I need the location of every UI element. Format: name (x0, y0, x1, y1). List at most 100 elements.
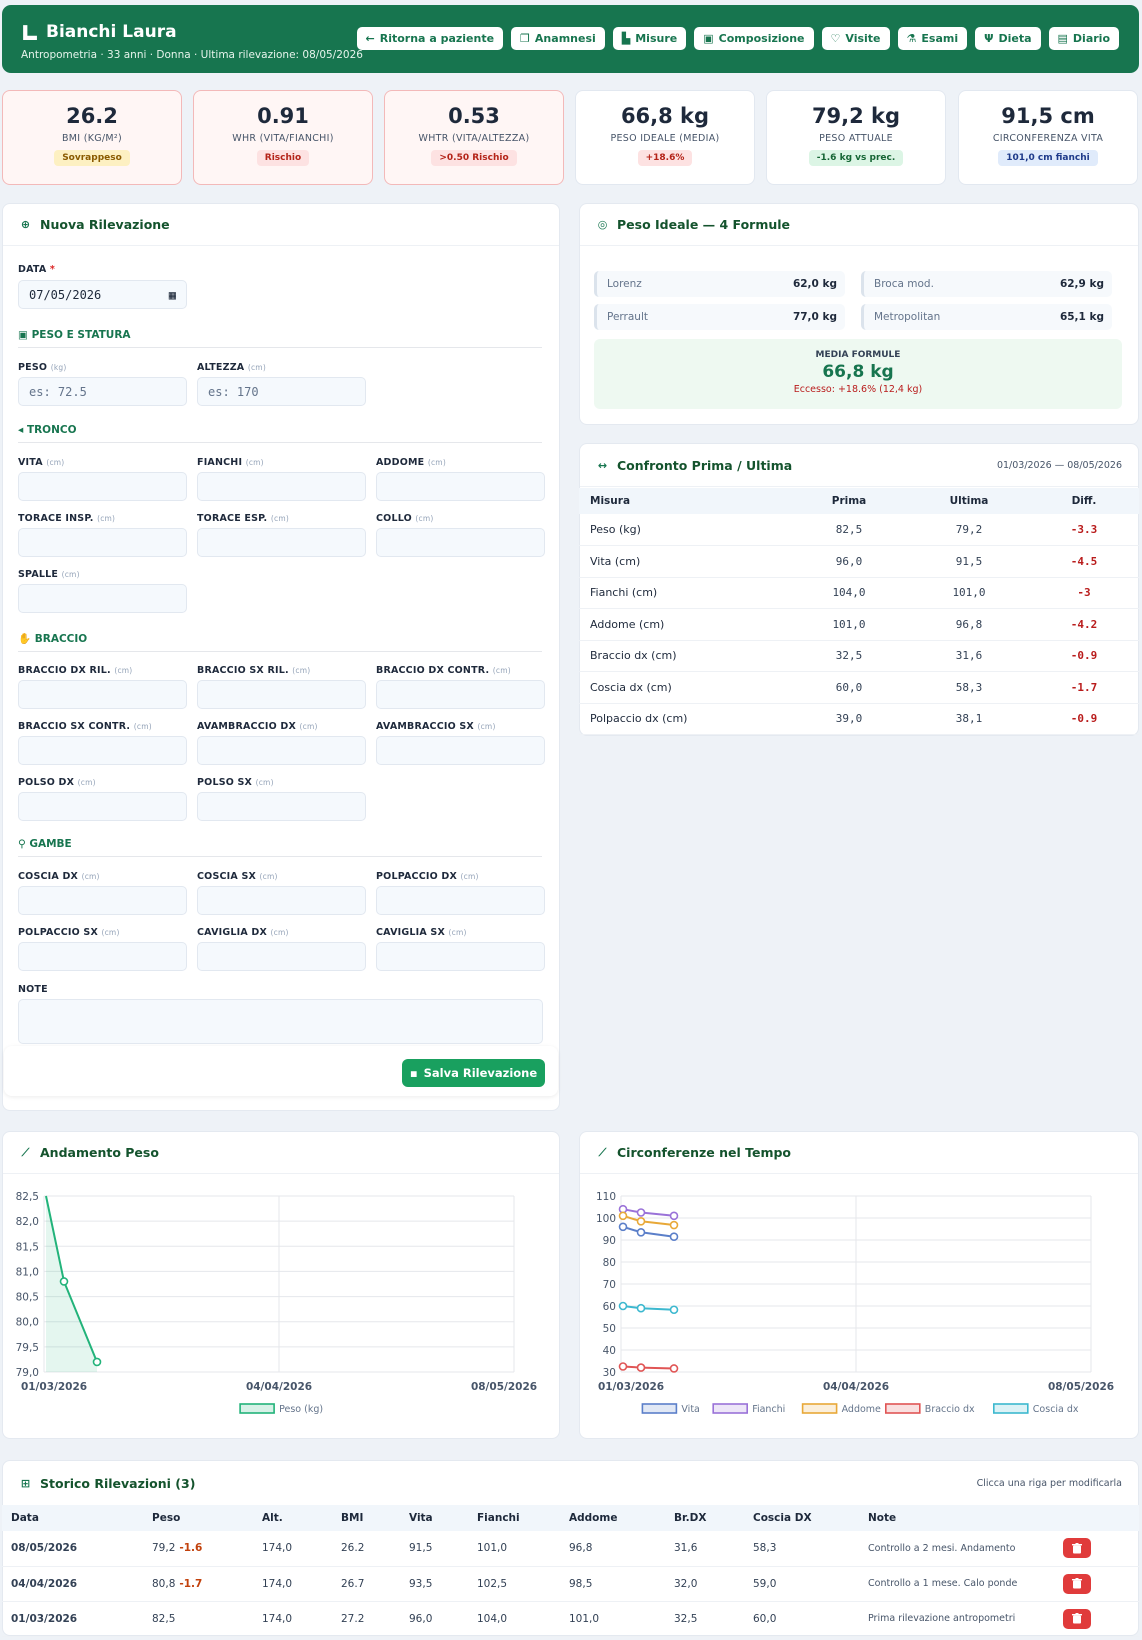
legend-label[interactable]: Vita (681, 1404, 699, 1415)
data-point[interactable] (636, 1208, 646, 1217)
legend-label[interactable]: Braccio dx (925, 1404, 975, 1415)
tronco-label: VITA (cm) (18, 457, 65, 468)
gambe-label: CAVIGLIA SX (cm) (376, 927, 467, 938)
save-measurement-button[interactable]: ▪ Salva Rilevazione (402, 1059, 545, 1087)
trash-icon (1072, 1542, 1082, 1554)
legend-label[interactable]: Addome (842, 1404, 881, 1415)
legend-label[interactable]: Peso (kg) (279, 1404, 323, 1415)
tronco-input[interactable] (18, 528, 187, 557)
legend-label[interactable]: Coscia dx (1033, 1404, 1079, 1415)
braccio-input[interactable] (376, 680, 545, 709)
status-badge: Rischio (256, 150, 310, 166)
data-point[interactable] (636, 1303, 646, 1313)
esami-button[interactable]: ⚗ Esami (897, 27, 968, 50)
composizione-button[interactable]: ▣ Composizione (694, 27, 814, 50)
book-icon: ▤ (1057, 32, 1068, 45)
gambe-input[interactable] (18, 942, 187, 971)
note-textarea[interactable] (18, 999, 543, 1044)
braccio-input[interactable] (18, 736, 187, 765)
formula-broca: Broca mod. 62,9 kg (861, 271, 1112, 297)
status-badge: +18.6% (637, 150, 693, 166)
dieta-button[interactable]: Ψ Dieta (975, 27, 1041, 50)
braccio-input[interactable] (376, 736, 545, 765)
data-point[interactable] (618, 1301, 628, 1311)
tronco-input[interactable] (18, 584, 187, 613)
y-tick-label: 79,5 (16, 1342, 39, 1354)
anamnesi-button[interactable]: ❐ Anamnesi (511, 27, 605, 50)
visite-button[interactable]: ♡ Visite (821, 27, 890, 50)
date-input[interactable]: 07/05/2026 ▦ (18, 280, 187, 309)
tronco-input[interactable] (197, 528, 366, 557)
data-point[interactable] (618, 1362, 628, 1371)
walking-icon: ⚲ (18, 838, 26, 850)
table-row: Fianchi (cm) 104,0 101,0 -3 (579, 577, 1139, 609)
legend-swatch (992, 1403, 1029, 1414)
calendar-icon[interactable]: ▦ (168, 288, 176, 302)
braccio-input[interactable] (197, 792, 366, 821)
y-tick-label: 70 (603, 1279, 616, 1291)
card-title: Storico Rilevazioni (3) (40, 1475, 196, 1491)
tronco-input[interactable] (376, 528, 545, 557)
diario-button[interactable]: ▤ Diario (1048, 27, 1119, 50)
legend-label[interactable]: Fianchi (752, 1404, 785, 1415)
y-tick-label: 80,0 (16, 1317, 39, 1329)
data-point[interactable] (92, 1357, 102, 1367)
data-point[interactable] (636, 1227, 646, 1237)
legend-swatch (884, 1403, 921, 1414)
series-area (46, 1196, 97, 1372)
weight-input[interactable]: es: 72.5 (18, 377, 187, 406)
braccio-label: POLSO DX (cm) (18, 777, 96, 788)
delete-row-button[interactable] (1063, 1608, 1091, 1629)
gambe-input[interactable] (197, 886, 366, 915)
gambe-input[interactable] (376, 886, 545, 915)
gambe-input[interactable] (197, 942, 366, 971)
misure-button[interactable]: ▙ Misure (612, 27, 687, 50)
tronco-input[interactable] (376, 472, 545, 501)
table-row: Peso (kg) 82,5 79,2 -3.3 (579, 514, 1139, 546)
series-line (622, 1225, 675, 1238)
trash-icon (1072, 1613, 1082, 1624)
braccio-input[interactable] (197, 736, 366, 765)
data-point[interactable] (669, 1220, 679, 1230)
delete-row-button[interactable] (1063, 1538, 1091, 1559)
y-tick-label: 30 (603, 1367, 616, 1379)
tronco-label: SPALLE (cm) (18, 569, 80, 580)
trash-icon (1072, 1578, 1082, 1589)
legend-swatch (641, 1403, 678, 1414)
compare-range: 01/03/2026 — 08/05/2026 (996, 459, 1122, 471)
data-point[interactable] (618, 1211, 628, 1221)
data-point[interactable] (669, 1211, 679, 1221)
y-tick-label: 110 (596, 1191, 616, 1203)
data-point[interactable] (636, 1363, 646, 1372)
history-row[interactable]: 04/04/2026 80,8 -1.7 174,0 26.7 93,5 102,5 98,5… (2, 1566, 1139, 1602)
data-point[interactable] (669, 1305, 679, 1315)
formula-perrault: Perrault 77,0 kg (594, 304, 845, 330)
history-row[interactable]: 01/03/2026 82,5 174,0 27.2 96,0 104,0 101,0 32,… (2, 1601, 1139, 1637)
braccio-input[interactable] (18, 680, 187, 709)
tronco-input[interactable] (197, 472, 366, 501)
series-line (622, 1214, 675, 1227)
patient-title: Bianchi Laura (21, 22, 177, 42)
table-row: Coscia dx (cm) 60,0 58,3 -1.7 (579, 671, 1139, 704)
formula-average: MEDIA FORMULE 66,8 kg Eccesso: +18.6% (1… (594, 339, 1122, 409)
data-point[interactable] (618, 1222, 628, 1232)
chart-line-icon: ⟋ (21, 1145, 30, 1159)
history-row[interactable]: 08/05/2026 79,2 -1.6 174,0 26.2 91,5 101,0 96,8… (2, 1531, 1139, 1567)
gambe-input[interactable] (376, 942, 545, 971)
kpi-ideal-weight: 66,8 kg PESO IDEALE (MEDIA) +18.6% (575, 90, 755, 185)
gambe-input[interactable] (18, 886, 187, 915)
tronco-label: FIANCHI (cm) (197, 457, 264, 468)
back-to-patient-button[interactable]: ← Ritorna a paziente (356, 27, 504, 50)
delete-row-button[interactable] (1063, 1573, 1091, 1594)
kpi-whtr: 0.53 WHTR (VITA/ALTEZZA) >0.50 Rischio (384, 90, 564, 185)
gambe-label: CAVIGLIA DX (cm) (197, 927, 289, 938)
data-point[interactable] (669, 1232, 679, 1242)
braccio-input[interactable] (18, 792, 187, 821)
data-point[interactable] (59, 1277, 69, 1286)
data-point[interactable] (669, 1364, 679, 1373)
y-tick-label: 80 (603, 1257, 616, 1269)
tronco-input[interactable] (18, 472, 187, 501)
braccio-input[interactable] (197, 680, 366, 709)
height-input[interactable]: es: 170 (197, 377, 366, 406)
data-point[interactable] (636, 1216, 646, 1226)
